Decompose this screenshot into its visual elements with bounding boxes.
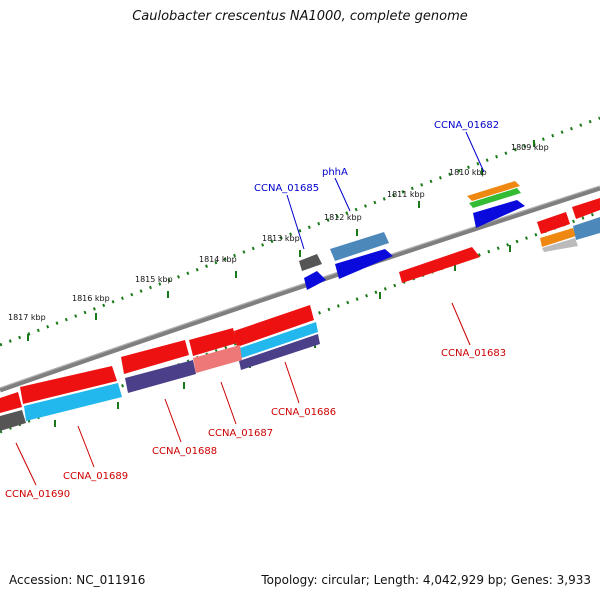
minus-strand-features	[0, 217, 600, 431]
feature-right-red-2	[572, 198, 600, 219]
leader-ccna-01683	[451, 302, 471, 346]
gene-label-ccna-01682[interactable]: CCNA_01682	[434, 120, 499, 131]
leader-ccna-01682	[465, 131, 485, 173]
scale-tick-label: 1810 kbp	[449, 168, 487, 177]
gene-label-phha[interactable]: phhA	[322, 167, 348, 178]
feature-ccna-01687-pink	[193, 345, 242, 373]
feature-right-lightgray	[542, 238, 578, 252]
scale-tick-label: 1813 kbp	[262, 234, 300, 243]
leader-lines	[15, 131, 485, 486]
feature-right-red	[537, 212, 570, 234]
scale-tick-label: 1816 kbp	[72, 294, 110, 303]
leader-ccna-01688	[164, 398, 182, 443]
scale-tick-label: 1811 kbp	[387, 190, 425, 199]
gene-label-ccna-01689[interactable]: CCNA_01689	[63, 471, 128, 482]
genome-backbone	[0, 185, 600, 393]
leader-ccna-01690	[15, 442, 37, 486]
feature-ccna-01689-red	[20, 366, 117, 404]
feature-ccna-01690-gray	[0, 410, 26, 431]
leader-ccna-01687	[220, 381, 237, 425]
scale-tick-label: 1812 kbp	[324, 213, 362, 222]
leader-ccna-01685	[286, 194, 305, 250]
feature-ccna-01688-red	[121, 340, 189, 374]
feature-phha-blue	[335, 249, 393, 279]
feature-ccna-01688-navy	[125, 360, 196, 393]
feature-ccna-01682-green	[469, 188, 521, 208]
scale-tick-label: 1815 kbp	[135, 275, 173, 284]
leader-ccna-01686	[284, 361, 300, 404]
feature-right-orange	[540, 228, 576, 247]
genome-backbone-highlight	[0, 185, 600, 389]
scale-tick-label: 1809 kbp	[511, 143, 549, 152]
gene-label-ccna-01690[interactable]: CCNA_01690	[5, 489, 70, 500]
gene-label-ccna-01687[interactable]: CCNA_01687	[208, 428, 273, 439]
scale-tick-label: 1817 kbp	[8, 313, 46, 322]
feature-ccna-01686-navy	[239, 334, 320, 370]
feature-right-steelblue	[573, 217, 600, 240]
gene-label-ccna-01688[interactable]: CCNA_01688	[152, 446, 217, 457]
plus-strand-features	[299, 181, 600, 290]
outer-major-ticks	[27, 140, 535, 341]
leader-ccna-01689	[77, 425, 95, 468]
accession-text: Accession: NC_011916	[9, 573, 146, 587]
feature-ccna-01685-gray	[299, 254, 322, 271]
feature-ccna-01685-blue	[304, 271, 326, 290]
gene-label-ccna-01686[interactable]: CCNA_01686	[271, 407, 336, 418]
feature-ccna-01682-orange	[467, 181, 520, 201]
genome-summary-text: Topology: circular; Length: 4,042,929 bp…	[261, 573, 591, 587]
feature-ccna-01686-cyan	[237, 322, 318, 359]
feature-ccna-01683-red	[399, 247, 480, 283]
feature-phha-steelblue	[330, 232, 389, 261]
feature-ccna-01690-red	[0, 392, 22, 413]
feature-ccna-01689-cyan	[24, 383, 122, 421]
gene-label-ccna-01683[interactable]: CCNA_01683	[441, 348, 506, 359]
map-title: Caulobacter crescentus NA1000, complete …	[132, 9, 468, 24]
gene-label-ccna-01685[interactable]: CCNA_01685	[254, 183, 319, 194]
leader-phha	[334, 177, 351, 212]
outer-scale-track	[0, 116, 600, 347]
scale-tick-label: 1814 kbp	[199, 255, 237, 264]
feature-ccna-01682-blue	[473, 200, 525, 228]
feature-ccna-01687-red	[189, 328, 237, 356]
feature-ccna-01686-red	[234, 305, 314, 347]
